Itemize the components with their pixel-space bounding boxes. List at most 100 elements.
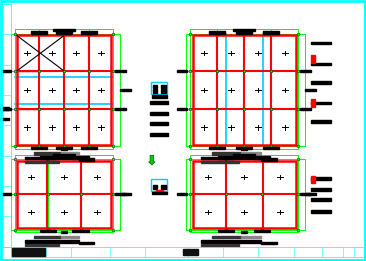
Bar [25,161,59,163]
Bar [153,85,157,88]
Bar [201,161,239,163]
Bar [11,247,364,257]
Bar [311,177,331,180]
Bar [233,154,255,156]
Bar [254,157,270,159]
Bar [311,99,315,107]
Bar [311,81,331,84]
Bar [311,198,331,201]
Bar [17,161,111,228]
Bar [17,35,111,145]
Bar [115,108,126,110]
Bar [241,152,261,155]
Bar [115,70,126,72]
Bar [150,122,168,125]
Bar [161,185,166,189]
Bar [311,210,331,213]
Bar [79,158,94,161]
Bar [34,236,61,238]
Bar [201,240,261,243]
Bar [61,236,79,238]
Bar [81,147,97,149]
Bar [218,157,234,159]
Bar [263,31,279,34]
Bar [25,240,79,243]
Bar [53,29,75,31]
Bar [300,70,311,72]
Bar [201,244,239,246]
Bar [311,42,331,44]
Bar [150,133,168,136]
Bar [311,102,331,104]
Bar [31,31,47,34]
Bar [236,31,252,34]
Bar [79,242,94,244]
Bar [2,70,11,72]
Bar [2,108,11,110]
Bar [305,89,315,91]
Bar [25,244,59,246]
Bar [0,107,9,110]
Bar [153,185,157,189]
Bar [156,190,163,193]
Bar [300,193,311,195]
Bar [115,193,126,195]
Bar [56,31,72,34]
Bar [241,236,261,238]
Bar [300,108,311,110]
Bar [178,193,187,195]
Bar [212,236,241,238]
Bar [72,157,89,159]
Bar [236,147,252,149]
Bar [261,158,277,161]
Bar [56,147,72,149]
FancyArrow shape [149,155,155,165]
Bar [193,35,296,145]
Bar [152,95,167,98]
Bar [61,231,67,233]
Bar [218,230,234,232]
Bar [53,154,75,156]
Bar [12,248,45,256]
Bar [150,101,168,104]
Bar [152,192,167,194]
Bar [161,89,166,93]
Bar [151,179,167,191]
Bar [3,4,11,247]
Bar [263,147,279,149]
Bar [40,230,56,232]
Bar [311,120,331,123]
Bar [209,147,225,149]
Bar [61,148,67,150]
Bar [193,161,296,228]
Bar [25,157,79,159]
Bar [120,193,131,195]
Bar [311,55,315,63]
Bar [0,118,9,120]
Bar [151,82,167,94]
Bar [201,157,261,159]
Bar [305,193,315,195]
Bar [241,148,247,150]
Bar [212,152,241,155]
Bar [261,242,277,244]
Bar [2,193,11,195]
Bar [81,31,97,34]
Bar [34,152,61,155]
Bar [311,188,331,191]
Bar [241,231,247,233]
Bar [209,31,225,34]
Bar [233,29,255,31]
Bar [311,63,331,65]
Bar [150,112,168,115]
Bar [183,249,198,255]
Bar [178,70,187,72]
Bar [61,152,79,155]
Bar [153,89,157,93]
Bar [31,147,47,149]
Bar [178,108,187,110]
Bar [72,230,89,232]
Bar [120,89,131,91]
Bar [254,230,270,232]
Bar [311,176,315,183]
